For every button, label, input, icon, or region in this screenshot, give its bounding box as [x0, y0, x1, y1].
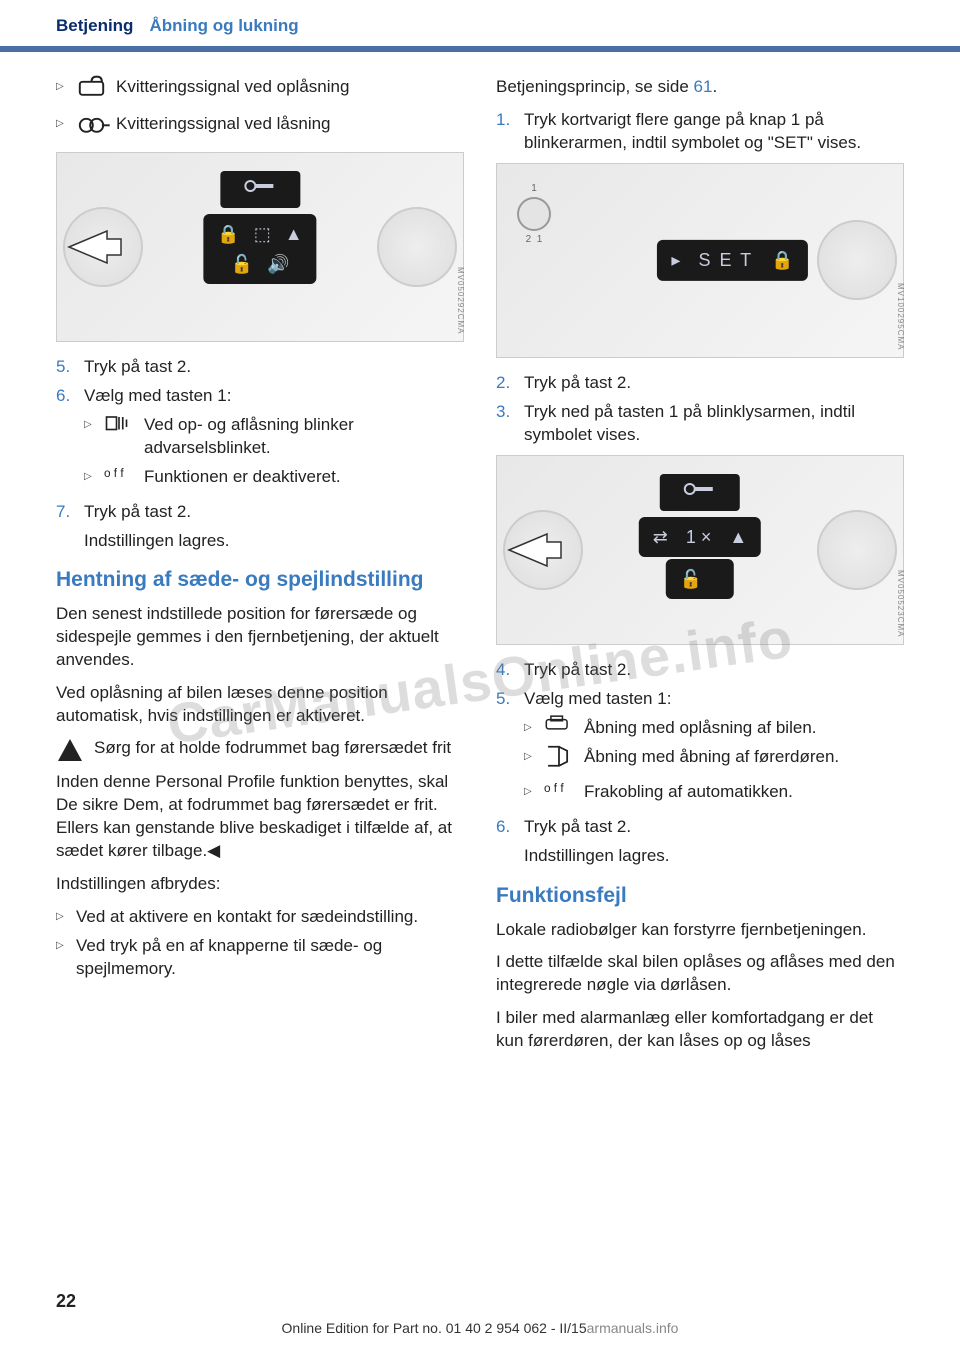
svg-text:o f f: o f f	[104, 466, 124, 479]
step-5: 5.Tryk på tast 2.	[56, 356, 464, 379]
bullet-lock-signal: ▷ Kvitteringssignal ved låsning	[56, 113, 464, 144]
figure-dashboard-3: ⇄1 ×▲ 🔓 MV050523CMA	[496, 455, 904, 645]
step-7-after: Indstillingen lagres.	[84, 530, 464, 553]
para-r2: I dette tilfælde skal bilen oplåses og a…	[496, 951, 904, 997]
bullet-marker: ▷	[56, 80, 66, 107]
para-l4: Indstillingen afbrydes:	[56, 873, 464, 896]
bullet-lb1: ▷Ved at aktivere en kontakt for sædeinds…	[56, 906, 464, 929]
arrow-icon	[507, 530, 563, 570]
figure-dashboard-2: 1 2 1 ▸S E T🔒 MV100295CMA	[496, 163, 904, 358]
car-unlock-icon	[544, 715, 574, 740]
step-6-text: Vælg med tasten 1:	[84, 386, 231, 405]
figure-code: MV050292CMA	[454, 267, 465, 334]
bullet-text: Kvitteringssignal ved oplåsning	[116, 76, 464, 107]
heading-malfunction: Funktionsfejl	[496, 882, 904, 910]
step-r6-after: Indstillingen lagres.	[524, 845, 904, 868]
step-7: 7. Tryk på tast 2. Indstillingen lagres.	[56, 501, 464, 553]
para-r-intro: Betjeningsprincip, se side 61.	[496, 76, 904, 99]
step-r5-text: Vælg med tasten 1:	[524, 689, 671, 708]
step-r1: 1.Tryk kortvarigt flere gange på knap 1 …	[496, 109, 904, 155]
figure-code: MV100295CMA	[894, 283, 905, 350]
step-7-text: Tryk på tast 2.	[84, 502, 191, 521]
para-r1: Lokale radiobølger kan forstyrre fjernbe…	[496, 919, 904, 942]
unlock-signal-icon	[76, 74, 106, 107]
right-column: Betjeningsprincip, se side 61. 1.Tryk ko…	[496, 76, 904, 1063]
page-link-61[interactable]: 61	[694, 77, 713, 96]
step-r2: 2.Tryk på tast 2.	[496, 372, 904, 395]
step-r5: 5. Vælg med tasten 1: ▷Åbning med oplåsn…	[496, 688, 904, 811]
bullet-text: Kvitteringssignal ved låsning	[116, 113, 464, 144]
step-r4: 4.Tryk på tast 2.	[496, 659, 904, 682]
page-number: 22	[56, 1289, 904, 1313]
para-l1: Den senest indstillede position for føre…	[56, 603, 464, 672]
lock-signal-icon	[76, 111, 106, 144]
para-r3: I biler med alarmanlæg eller komfortadga…	[496, 1007, 904, 1053]
step-6: 6. Vælg med tasten 1: ▷Ved op- og aflåsn…	[56, 385, 464, 495]
figure-dashboard-1: 🔒⬚▲ 🔓🔊 MV050292CMA	[56, 152, 464, 342]
hazard-icon	[104, 412, 134, 460]
header-chapter: Betjening	[56, 15, 133, 38]
para-l2: Ved oplåsning af bilen læses denne posit…	[56, 682, 464, 728]
para-l3: Inden denne Personal Profile funktion be…	[56, 771, 464, 863]
warning-text: Sørg for at holde fodrummet bag førersæd…	[94, 737, 451, 765]
bullet-lb2: ▷Ved tryk på en af knapperne til sæde- o…	[56, 935, 464, 981]
warning-block: Sørg for at holde fodrummet bag førersæd…	[56, 737, 464, 765]
bullet-marker: ▷	[56, 117, 66, 144]
footer-edition: Online Edition for Part no. 01 40 2 954 …	[282, 1320, 587, 1336]
warning-icon	[56, 737, 84, 765]
step-r6: 6. Tryk på tast 2. Indstillingen lagres.	[496, 816, 904, 868]
footer: 22 Online Edition for Part no. 01 40 2 9…	[56, 1289, 904, 1338]
left-column: ▷ Kvitteringssignal ved oplåsning ▷ Kvit…	[56, 76, 464, 1063]
arrow-icon	[67, 227, 123, 267]
bullet-unlock-signal: ▷ Kvitteringssignal ved oplåsning	[56, 76, 464, 107]
svg-text:o f f: o f f	[544, 782, 564, 795]
step-r6-text: Tryk på tast 2.	[524, 817, 631, 836]
step-r5c: ▷o f fFrakobling af automatikken.	[524, 781, 904, 804]
off-icon: o f f	[104, 464, 134, 489]
step-r5b: ▷Åbning med åbning af førerdøren.	[524, 746, 904, 775]
figure-code: MV050523CMA	[894, 570, 905, 637]
step-r5a: ▷Åbning med oplåsning af bilen.	[524, 717, 904, 740]
step-6b: ▷o f fFunktionen er deaktiveret.	[84, 466, 464, 489]
footer-site: armanuals.info	[587, 1320, 679, 1336]
heading-seat-mirror: Hentning af sæde- og spejlindstilling	[56, 566, 464, 594]
step-6a: ▷Ved op- og aflåsning blinker advarselsb…	[84, 414, 464, 460]
door-open-icon	[544, 744, 574, 775]
off-icon: o f f	[544, 779, 574, 804]
header-section: Åbning og lukning	[149, 15, 298, 38]
stalk-diagram: 1 2 1	[517, 182, 551, 247]
step-r3: 3.Tryk ned på tasten 1 på blinklysarmen,…	[496, 401, 904, 447]
